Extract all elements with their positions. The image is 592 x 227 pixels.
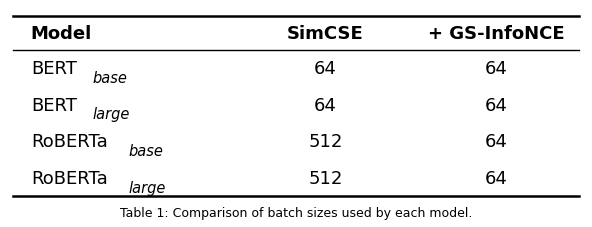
Text: base: base: [93, 70, 128, 85]
Text: Table 1: Comparison of batch sizes used by each model.: Table 1: Comparison of batch sizes used …: [120, 206, 472, 219]
Text: 64: 64: [485, 133, 508, 151]
Text: 64: 64: [485, 169, 508, 187]
Text: + GS-InfoNCE: + GS-InfoNCE: [428, 25, 565, 43]
Text: large: large: [93, 107, 130, 122]
Text: 512: 512: [308, 133, 343, 151]
Text: SimCSE: SimCSE: [287, 25, 364, 43]
Text: Model: Model: [31, 25, 92, 43]
Text: large: large: [128, 180, 165, 195]
Text: RoBERTa: RoBERTa: [31, 169, 108, 187]
Text: 64: 64: [314, 96, 337, 114]
Text: 512: 512: [308, 169, 343, 187]
Text: base: base: [128, 143, 163, 158]
Text: 64: 64: [485, 96, 508, 114]
Text: BERT: BERT: [31, 60, 77, 78]
Text: 64: 64: [314, 60, 337, 78]
Text: 64: 64: [485, 60, 508, 78]
Text: RoBERTa: RoBERTa: [31, 133, 108, 151]
Text: BERT: BERT: [31, 96, 77, 114]
